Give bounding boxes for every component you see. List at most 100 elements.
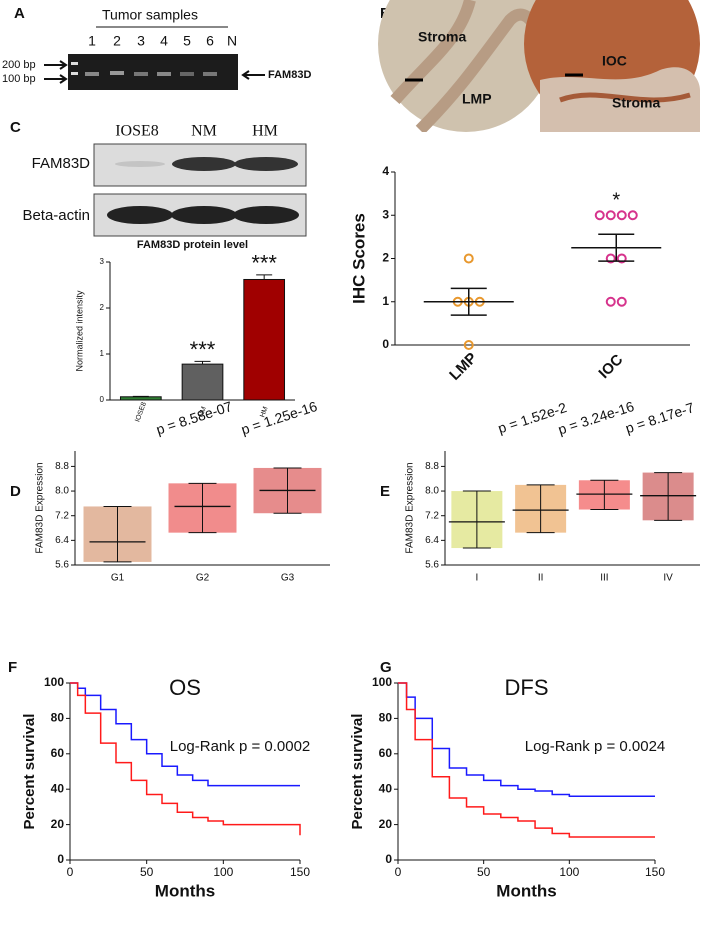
y-tick-label: 1 <box>100 349 105 358</box>
p-value: p = 8.58e-07 <box>154 398 234 438</box>
x-axis-label: Months <box>155 881 215 900</box>
ihc-label: IOC <box>602 53 627 69</box>
y-axis-label: Normalized intensity <box>74 290 84 372</box>
y-tick-label: 6.4 <box>55 535 69 546</box>
panel-label: D <box>10 483 21 500</box>
gel-band <box>134 72 148 76</box>
y-tick-label: 2 <box>100 303 105 312</box>
y-tick-label: 8.8 <box>425 461 439 472</box>
marker-label: 100 bp <box>2 73 36 85</box>
sd-bar <box>526 484 555 534</box>
p-value: p = 1.25e-16 <box>239 398 319 438</box>
bar <box>181 363 224 401</box>
y-tick-label: 2 <box>382 251 389 265</box>
y-tick-label: 40 <box>51 781 65 795</box>
sd-bar <box>103 505 132 563</box>
survival-curve <box>70 682 301 836</box>
y-tick-label: 40 <box>379 781 393 795</box>
lane-label: 2 <box>113 33 121 49</box>
y-tick-label: 80 <box>51 711 65 725</box>
survival-curve <box>70 682 300 787</box>
y-tick-label: 100 <box>44 675 64 689</box>
gel-band <box>110 71 124 75</box>
annotation: Log-Rank p = 0.0024 <box>525 738 666 755</box>
x-tick-label: 50 <box>140 865 154 879</box>
panel-label: E <box>380 483 390 500</box>
panel-label: C <box>10 119 21 136</box>
gel-band <box>157 72 171 76</box>
lane-label: 4 <box>160 33 168 49</box>
lane-label: 6 <box>206 33 214 49</box>
ihc-label: Stroma <box>418 29 466 45</box>
y-axis-label: Percent survival <box>349 714 366 830</box>
y-tick-label: 8.8 <box>55 461 69 472</box>
y-axis-label: FAM83D Expression <box>405 462 416 553</box>
western-blot: IOSE8 NM HM FAM83D Beta-actin <box>22 123 307 237</box>
y-axis-label: IHC Scores <box>349 213 368 304</box>
y-tick-label: 3 <box>100 257 105 266</box>
x-tick-label: I <box>475 573 478 584</box>
panel-label: F <box>8 659 17 676</box>
x-tick-label: II <box>538 573 544 584</box>
y-tick-label: 3 <box>382 207 389 221</box>
column-label: HM <box>252 123 278 140</box>
significance: *** <box>190 337 216 362</box>
marker-label: 200 bp <box>2 59 36 71</box>
y-tick-label: 7.2 <box>55 510 69 521</box>
y-tick-label: 20 <box>379 817 393 831</box>
blot-band <box>171 206 237 224</box>
y-tick-label: 0 <box>382 337 389 351</box>
panel-label: G <box>380 659 392 676</box>
ihc-image-lmp <box>378 0 554 132</box>
data-point <box>463 253 474 264</box>
sem-bar <box>450 287 487 316</box>
y-tick-label: 5.6 <box>55 560 69 571</box>
y-tick-label: 80 <box>379 711 393 725</box>
gel-title: Tumor samples <box>102 7 198 23</box>
x-tick-label: IV <box>663 573 673 584</box>
y-tick-label: 20 <box>51 817 65 831</box>
bar <box>243 278 286 401</box>
y-tick-label: 60 <box>379 746 393 760</box>
p-value: p = 3.24e-16 <box>556 398 636 438</box>
y-tick-label: 60 <box>51 746 65 760</box>
marker-arrow <box>44 60 68 84</box>
panel-label: A <box>14 5 25 22</box>
x-tick-label: G2 <box>196 573 210 584</box>
gel-band <box>203 72 217 76</box>
data-point <box>616 296 627 307</box>
sd-bar <box>590 479 619 511</box>
y-tick-label: 0 <box>57 852 64 866</box>
blot-band <box>107 206 173 224</box>
sd-bar <box>188 482 217 534</box>
band-arrow <box>241 70 265 80</box>
p-value: p = 8.17e-7 <box>623 399 696 436</box>
y-tick-label: 100 <box>372 675 392 689</box>
x-tick-label: LMP <box>446 349 480 383</box>
chart-title: OS <box>169 675 201 700</box>
x-tick-label: IOC <box>595 351 626 382</box>
lane-label: N <box>227 33 237 49</box>
chart-title: DFS <box>505 675 549 700</box>
x-tick-label: III <box>600 573 608 584</box>
band-label: FAM83D <box>268 69 311 81</box>
x-tick-label: 100 <box>559 865 579 879</box>
x-tick-label: G1 <box>111 573 125 584</box>
chart-title: FAM83D protein level <box>137 239 248 251</box>
blot-band <box>172 157 236 171</box>
lane-label: 3 <box>137 33 145 49</box>
annotation: Log-Rank p = 0.0002 <box>170 738 311 755</box>
bar <box>119 396 162 401</box>
x-tick-label: NM <box>198 406 208 419</box>
x-axis-label: Months <box>496 881 556 900</box>
survival-curve <box>398 682 655 838</box>
column-label: NM <box>191 123 217 140</box>
significance: * <box>612 190 620 212</box>
y-tick-label: 8.0 <box>425 486 439 497</box>
lane-label: 5 <box>183 33 191 49</box>
y-tick-label: 0 <box>100 395 105 404</box>
data-point <box>627 210 638 221</box>
y-tick-label: 0 <box>385 852 392 866</box>
tissue <box>559 92 691 103</box>
